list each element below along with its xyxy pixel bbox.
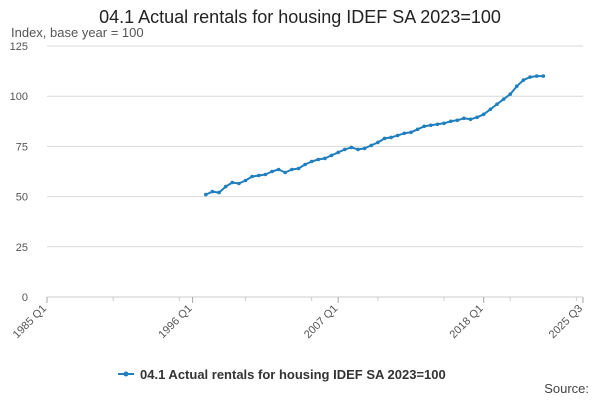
data-point (230, 180, 235, 185)
y-tick-0: 0 (22, 292, 28, 304)
data-point (481, 112, 486, 117)
chart-title: 04.1 Actual rentals for housing IDEF SA … (99, 7, 501, 27)
x-tick-label: 1996 Q1 (156, 303, 194, 341)
data-point (369, 143, 374, 148)
data-point (462, 116, 466, 121)
data-point (290, 167, 294, 172)
x-axis: 1985 Q1 1996 Q1 2007 Q1 2018 Q1 2025 Q3 (11, 297, 585, 341)
data-point (237, 181, 241, 186)
data-point (541, 74, 546, 78)
y-tick-100: 100 (10, 91, 28, 103)
legend-swatch-marker (123, 371, 129, 377)
data-point (402, 131, 407, 136)
data-point (468, 117, 473, 122)
data-point (217, 190, 221, 195)
data-point (349, 145, 354, 150)
data-point (475, 115, 479, 120)
data-point (442, 121, 446, 126)
series-layer (204, 74, 546, 197)
data-point (257, 173, 261, 178)
data-point (309, 159, 314, 164)
data-point (528, 75, 532, 79)
gridlines (47, 45, 583, 298)
data-point (448, 119, 453, 124)
data-point (276, 167, 281, 172)
data-point (323, 156, 327, 161)
y-tick-75: 75 (16, 141, 28, 153)
data-point (515, 84, 519, 88)
data-point (356, 147, 360, 152)
data-point (296, 166, 301, 171)
x-tick-label: 1985 Q1 (11, 303, 49, 341)
y-axis-label: Index, base year = 100 (11, 25, 144, 40)
x-tick-label: 2025 Q3 (547, 303, 585, 341)
data-point (362, 146, 367, 151)
x-tick-label: 2007 Q1 (302, 303, 340, 341)
data-point (455, 118, 460, 123)
data-point (389, 135, 393, 140)
data-point (303, 162, 307, 167)
y-tick-25: 25 (16, 242, 28, 254)
data-point (283, 170, 288, 175)
y-tick-50: 50 (16, 192, 28, 204)
data-point (395, 133, 400, 138)
data-point (336, 150, 341, 155)
data-point (422, 124, 427, 129)
data-point (435, 122, 440, 127)
data-point (270, 169, 274, 174)
legend-item-label: 04.1 Actual rentals for housing IDEF SA … (140, 367, 446, 382)
data-point (495, 102, 499, 106)
data-point (210, 189, 215, 194)
data-point (508, 92, 512, 96)
data-point (376, 140, 380, 145)
data-point (316, 157, 321, 162)
data-point (409, 130, 413, 135)
data-point (415, 127, 420, 132)
data-point (488, 107, 493, 112)
data-point (223, 184, 228, 189)
data-point (429, 123, 433, 128)
data-point (382, 136, 387, 141)
data-point (243, 178, 248, 183)
data-point (329, 153, 334, 158)
data-point (263, 172, 268, 177)
data-point (521, 78, 526, 82)
data-point (534, 74, 539, 78)
data-point (501, 97, 506, 101)
y-tick-125: 125 (10, 41, 28, 53)
x-tick-label: 2018 Q1 (448, 303, 486, 341)
series-line-0 (205, 75, 544, 196)
data-point (343, 147, 347, 152)
y-tick-labels: 0 25 50 75 100 125 (10, 41, 28, 304)
data-point (250, 174, 254, 179)
legend[interactable]: 04.1 Actual rentals for housing IDEF SA … (118, 367, 446, 382)
data-point (204, 192, 208, 197)
source-label: Source: (544, 381, 589, 396)
